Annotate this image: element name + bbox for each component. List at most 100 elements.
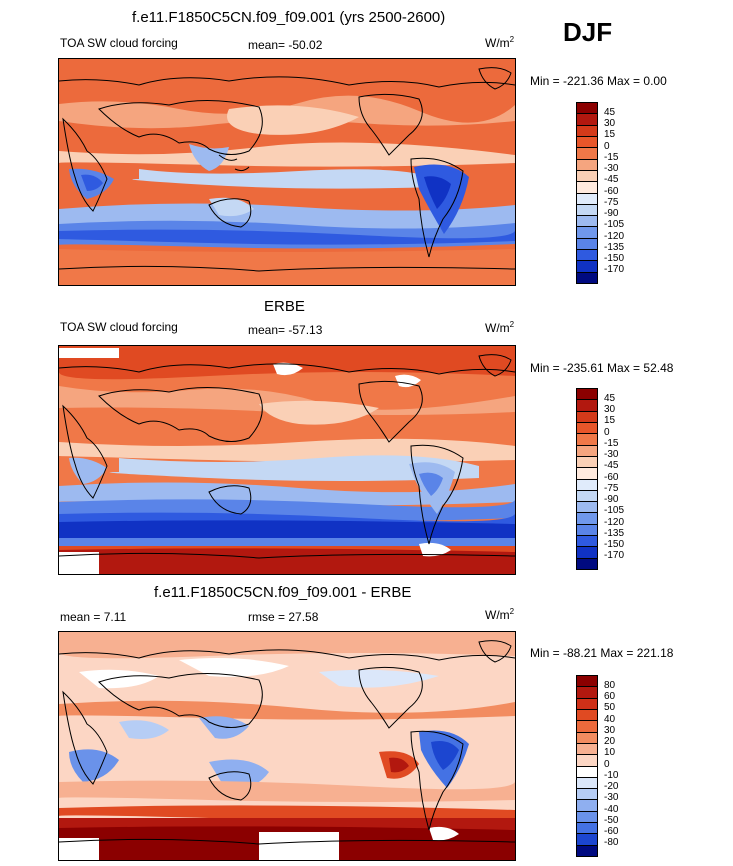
panel3-colorbar-swatch bbox=[577, 811, 597, 824]
panel2-colorbar-swatch bbox=[577, 411, 597, 423]
panel2-colorbar-swatch bbox=[577, 468, 597, 480]
panel2-colorbar-swatch bbox=[577, 524, 597, 537]
panel2-colorbar-swatch bbox=[577, 479, 597, 491]
panel1-colorbar-swatch bbox=[577, 261, 597, 273]
colorbar-tick: -150 bbox=[604, 539, 625, 550]
colorbar-tick: -45 bbox=[604, 174, 619, 185]
colorbar-tick: -10 bbox=[604, 770, 619, 781]
colorbar-tick: 30 bbox=[604, 118, 616, 129]
panel2-colorbar-swatch bbox=[577, 513, 597, 525]
panel3-colorbar-swatch bbox=[577, 709, 597, 722]
colorbar-tick: -30 bbox=[604, 163, 619, 174]
panel3-colorbar-swatch bbox=[577, 732, 597, 744]
panel3-colorbar-swatch bbox=[577, 777, 597, 790]
colorbar-tick: 60 bbox=[604, 691, 616, 702]
panel2-minmax: Min = -235.61 Max = 52.48 bbox=[530, 361, 674, 375]
colorbar-tick: 40 bbox=[604, 714, 616, 725]
panel1-colorbar bbox=[576, 102, 598, 284]
panel2-colorbar-swatch bbox=[577, 400, 597, 412]
colorbar-tick: -90 bbox=[604, 208, 619, 219]
colorbar-tick: -45 bbox=[604, 460, 619, 471]
panel3-colorbar-swatch bbox=[577, 743, 597, 756]
colorbar-tick: -30 bbox=[604, 792, 619, 803]
panel2-colorbar-swatch bbox=[577, 456, 597, 469]
panel2-colorbar-swatch bbox=[577, 422, 597, 435]
panel1-map bbox=[58, 58, 516, 286]
panel2-colorbar-swatch bbox=[577, 389, 597, 401]
panel1-colorbar-swatch bbox=[577, 272, 597, 283]
colorbar-tick: -50 bbox=[604, 815, 619, 826]
colorbar-tick: -105 bbox=[604, 505, 625, 516]
panel1-colorbar-swatch bbox=[577, 238, 597, 251]
panel1-colorbar-swatch bbox=[577, 193, 597, 205]
colorbar-tick: 10 bbox=[604, 747, 616, 758]
panel2-colorbar-swatch bbox=[577, 434, 597, 446]
panel3-map-field bbox=[59, 632, 515, 860]
panel1-colorbar-swatch bbox=[577, 170, 597, 183]
colorbar-tick: -170 bbox=[604, 264, 625, 275]
colorbar-tick: -30 bbox=[604, 449, 619, 460]
panel1-units: W/m2 bbox=[485, 35, 515, 50]
panel2-mean-label: mean= -57.13 bbox=[248, 323, 323, 337]
panel3-colorbar-swatch bbox=[577, 721, 597, 733]
colorbar-tick: 30 bbox=[604, 404, 616, 415]
panel1-colorbar-swatch bbox=[577, 136, 597, 149]
panel3-colorbar-swatch bbox=[577, 789, 597, 801]
colorbar-tick: -80 bbox=[604, 837, 619, 848]
colorbar-tick: 0 bbox=[604, 427, 610, 438]
colorbar-tick: -20 bbox=[604, 781, 619, 792]
colorbar-tick: 15 bbox=[604, 129, 616, 140]
colorbar-tick: 20 bbox=[604, 736, 616, 747]
panel1-mean-label: mean= -50.02 bbox=[248, 38, 323, 52]
panel1-map-field bbox=[59, 59, 515, 285]
panel1-colorbar-swatch bbox=[577, 148, 597, 160]
panel1-colorbar-swatch bbox=[577, 103, 597, 115]
colorbar-tick: 50 bbox=[604, 702, 616, 713]
panel3-colorbar-swatch bbox=[577, 823, 597, 835]
colorbar-tick: -40 bbox=[604, 804, 619, 815]
colorbar-tick: -90 bbox=[604, 494, 619, 505]
colorbar-tick: -105 bbox=[604, 219, 625, 230]
panel3-colorbar-swatch bbox=[577, 845, 597, 856]
colorbar-tick: -170 bbox=[604, 550, 625, 561]
panel2-variable-label: TOA SW cloud forcing bbox=[60, 320, 178, 334]
panel3-colorbar-swatch bbox=[577, 755, 597, 767]
panel3-colorbar-swatch bbox=[577, 676, 597, 688]
colorbar-tick: -120 bbox=[604, 231, 625, 242]
panel2-colorbar-swatch bbox=[577, 536, 597, 548]
panel3-colorbar-swatch bbox=[577, 834, 597, 846]
panel1-colorbar-swatch bbox=[577, 204, 597, 217]
colorbar-tick: -60 bbox=[604, 826, 619, 837]
panel3-colorbar-swatch bbox=[577, 766, 597, 778]
panel2-colorbar bbox=[576, 388, 598, 570]
panel3-colorbar bbox=[576, 675, 598, 857]
panel2-colorbar-swatch bbox=[577, 558, 597, 569]
panel2-colorbar-swatch bbox=[577, 490, 597, 503]
panel1-colorbar-swatch bbox=[577, 159, 597, 171]
colorbar-tick: -150 bbox=[604, 253, 625, 264]
panel1-colorbar-swatch bbox=[577, 227, 597, 239]
colorbar-tick: 45 bbox=[604, 393, 616, 404]
panel1-colorbar-swatch bbox=[577, 182, 597, 194]
panel1-variable-label: TOA SW cloud forcing bbox=[60, 36, 178, 50]
panel3-minmax: Min = -88.21 Max = 221.18 bbox=[530, 646, 674, 660]
colorbar-tick: -135 bbox=[604, 528, 625, 539]
panel1-colorbar-swatch bbox=[577, 216, 597, 228]
panel3-colorbar-swatch bbox=[577, 687, 597, 699]
colorbar-tick: 45 bbox=[604, 107, 616, 118]
colorbar-tick: -15 bbox=[604, 438, 619, 449]
panel1-minmax: Min = -221.36 Max = 0.00 bbox=[530, 74, 667, 88]
panel3-colorbar-swatch bbox=[577, 800, 597, 812]
panel1-colorbar-swatch bbox=[577, 114, 597, 126]
colorbar-tick: -60 bbox=[604, 186, 619, 197]
panel2-map bbox=[58, 345, 516, 575]
colorbar-tick: 0 bbox=[604, 759, 610, 770]
colorbar-tick: -60 bbox=[604, 472, 619, 483]
panel2-colorbar-swatch bbox=[577, 445, 597, 457]
colorbar-tick: 30 bbox=[604, 725, 616, 736]
colorbar-tick: -75 bbox=[604, 197, 619, 208]
colorbar-tick: -120 bbox=[604, 517, 625, 528]
panel2-colorbar-swatch bbox=[577, 547, 597, 559]
panel3-map bbox=[58, 631, 516, 861]
colorbar-tick: 0 bbox=[604, 141, 610, 152]
